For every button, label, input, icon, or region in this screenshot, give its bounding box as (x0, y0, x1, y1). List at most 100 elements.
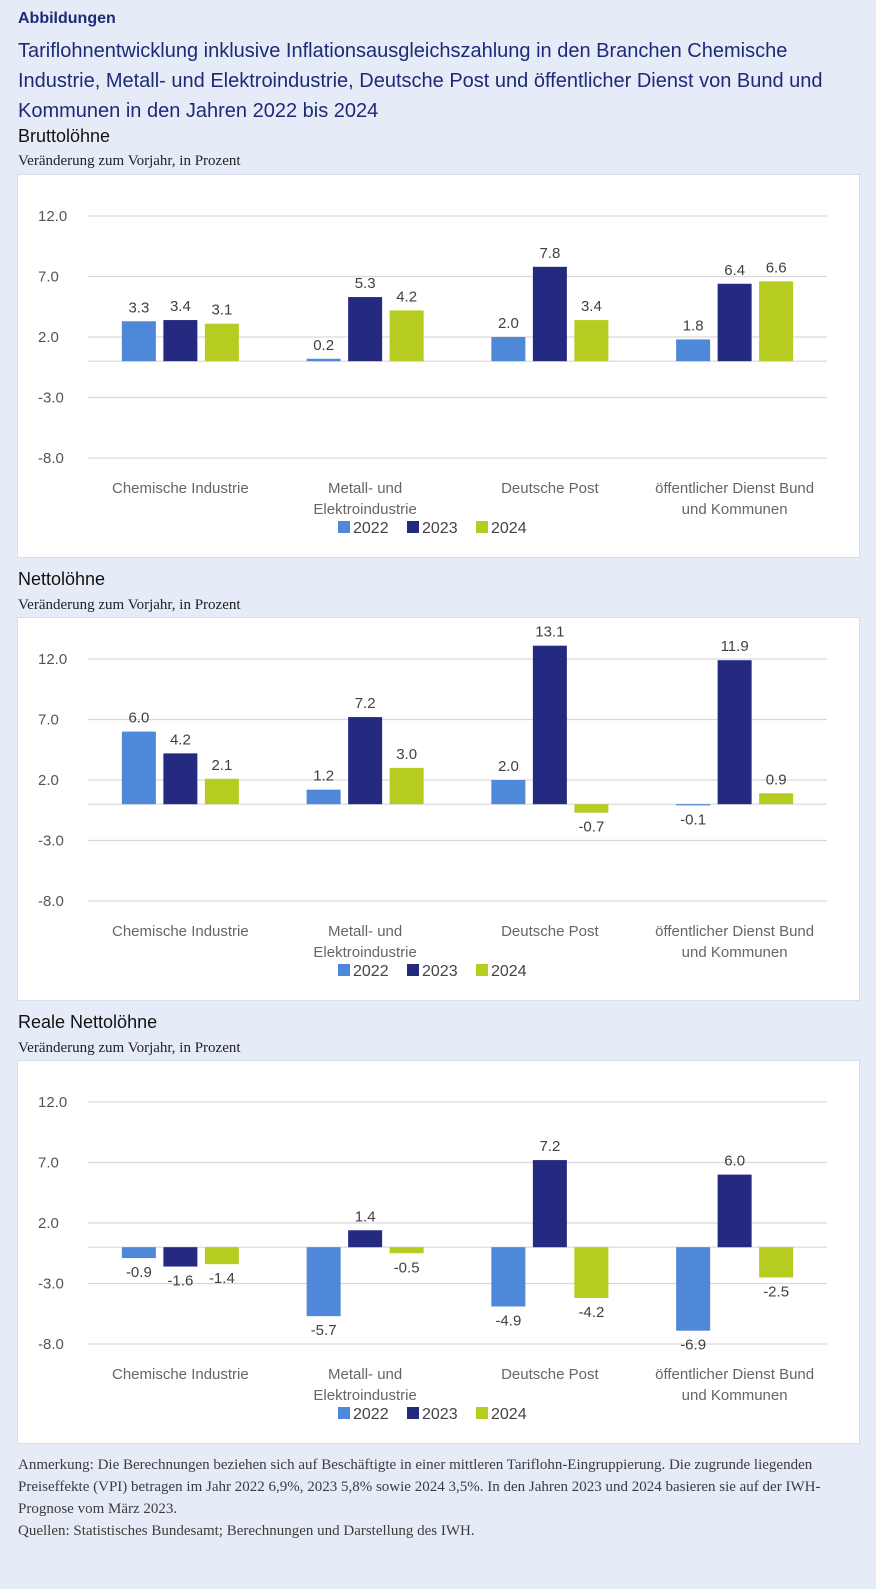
chart-2: 12.0 7.0 2.0 -3.0 -8.0 6.0 4.2 2.1 Chemische Ind… (38, 624, 827, 980)
legend-label-2022: 2022 (353, 1406, 389, 1423)
x-category-label: Metall- und (328, 923, 402, 940)
chart-1-panel: 12.0 7.0 2.0 -3.0 -8.0 3.3 3.4 3.1 Chemische Ind… (17, 174, 860, 558)
data-label: 6.0 (724, 1153, 745, 1170)
data-label: 4.2 (170, 731, 191, 748)
bar-2024-1 (204, 323, 239, 362)
data-label: -0.1 (680, 811, 706, 828)
legend-label-2024: 2024 (491, 1406, 527, 1423)
x-category-label: Elektroindustrie (313, 944, 416, 961)
legend-swatch-2022 (338, 964, 350, 976)
y-tick-label: -8.0 (38, 1336, 64, 1353)
data-label: -1.4 (209, 1270, 235, 1287)
annotation-text: Anmerkung: Die Berechnungen beziehen sic… (18, 1457, 821, 1517)
footnote: Anmerkung: Die Berechnungen beziehen sic… (18, 1454, 860, 1542)
bar-2022-2 (306, 789, 341, 805)
x-category-label: öffentlicher Dienst Bund (655, 1366, 814, 1383)
bar-2022-3 (491, 780, 526, 805)
bar-2023-3 (532, 266, 567, 362)
data-label: 1.4 (355, 1208, 376, 1225)
bar-2023-3 (532, 1160, 567, 1248)
data-label: 6.0 (128, 710, 149, 727)
x-category-label: Chemische Industrie (112, 480, 249, 497)
data-label: 13.1 (535, 624, 564, 641)
sources-text: Quellen: Statistisches Bundesamt; Berech… (18, 1523, 475, 1539)
bar-2023-2 (348, 297, 383, 362)
data-label: 3.4 (581, 298, 602, 315)
bar-2023-4 (717, 660, 752, 805)
data-label: -0.9 (126, 1264, 152, 1281)
x-category-label: Deutsche Post (501, 923, 599, 940)
y-tick-label: 12.0 (38, 651, 67, 668)
data-label: 3.0 (396, 746, 417, 763)
data-label: 2.0 (498, 758, 519, 775)
y-tick-label: -3.0 (38, 390, 64, 407)
x-category-label: öffentlicher Dienst Bund (655, 923, 814, 940)
legend-label-2023: 2023 (422, 963, 458, 980)
bar-2022-4 (676, 339, 711, 362)
bar-2024-2 (389, 767, 424, 805)
section-label: Abbildungen (18, 10, 116, 27)
bar-2022-1 (121, 321, 156, 362)
bar-2022-1 (121, 1247, 156, 1259)
bar-2024-4 (759, 1247, 794, 1278)
chart-1-title: Bruttolöhne (18, 126, 111, 146)
chart-3-panel: 12.0 7.0 2.0 -3.0 -8.0 -0.9 -1.6 -1.4 Chemische … (17, 1060, 860, 1444)
chart-3: 12.0 7.0 2.0 -3.0 -8.0 -0.9 -1.6 -1.4 Chemische … (38, 1094, 827, 1423)
bar-2024-1 (204, 1247, 239, 1265)
data-label: 7.2 (539, 1138, 560, 1155)
data-label: 0.9 (766, 771, 787, 788)
x-category-label: Metall- und (328, 480, 402, 497)
x-category-label: Elektroindustrie (313, 501, 416, 518)
bar-2024-3 (574, 1247, 609, 1299)
data-label: 3.3 (128, 299, 149, 316)
data-label: 6.6 (766, 259, 787, 276)
x-category-label: und Kommunen (682, 1387, 788, 1404)
legend-swatch-2024 (476, 1407, 488, 1419)
data-label: -0.7 (578, 819, 604, 836)
data-label: 0.2 (313, 337, 334, 354)
data-label: -6.9 (680, 1337, 706, 1354)
chart-2-panel: 12.0 7.0 2.0 -3.0 -8.0 6.0 4.2 2.1 Chemische Ind… (17, 617, 860, 1001)
bar-2023-2 (348, 717, 383, 805)
data-label: -0.5 (394, 1259, 420, 1276)
bar-2022-3 (491, 1247, 526, 1307)
data-label: -5.7 (311, 1322, 337, 1339)
bar-2023-1 (163, 753, 198, 805)
x-category-label: Deutsche Post (501, 480, 599, 497)
bar-2022-2 (306, 358, 341, 362)
y-tick-label: -3.0 (38, 833, 64, 850)
y-tick-label: -3.0 (38, 1276, 64, 1293)
bar-2024-2 (389, 1247, 424, 1254)
data-label: -4.2 (578, 1304, 604, 1321)
data-label: 4.2 (396, 288, 417, 305)
data-label: 3.4 (170, 298, 191, 315)
bar-2023-4 (717, 1174, 752, 1248)
legend-label-2023: 2023 (422, 520, 458, 537)
data-label: -1.6 (167, 1273, 193, 1290)
chart-3-subtitle: Veränderung zum Vorjahr, in Prozent (18, 1040, 241, 1056)
data-label: -4.9 (495, 1312, 521, 1329)
bar-2022-4 (676, 1247, 711, 1331)
chart-1: 12.0 7.0 2.0 -3.0 -8.0 3.3 3.4 3.1 Chemische Ind… (38, 208, 827, 537)
bar-2023-2 (348, 1230, 383, 1248)
data-label: 6.4 (724, 262, 745, 279)
x-category-label: öffentlicher Dienst Bund (655, 480, 814, 497)
bar-2024-2 (389, 310, 424, 362)
chart-1-subtitle: Veränderung zum Vorjahr, in Prozent (18, 153, 241, 169)
legend-swatch-2023 (407, 1407, 419, 1419)
data-label: 2.1 (211, 757, 232, 774)
legend-swatch-2023 (407, 964, 419, 976)
chart-2-title: Nettolöhne (18, 569, 106, 589)
data-label: 7.2 (355, 695, 376, 712)
y-tick-label: 12.0 (38, 1094, 67, 1111)
y-tick-label: 2.0 (38, 1215, 59, 1232)
data-label: 1.2 (313, 768, 334, 785)
legend-swatch-2024 (476, 521, 488, 533)
y-tick-label: 2.0 (38, 772, 59, 789)
x-category-label: und Kommunen (682, 944, 788, 961)
y-tick-label: 7.0 (38, 712, 59, 729)
bar-2022-2 (306, 1247, 341, 1317)
x-category-label: und Kommunen (682, 501, 788, 518)
data-label: -2.5 (763, 1283, 789, 1300)
y-tick-label: 7.0 (38, 1155, 59, 1172)
